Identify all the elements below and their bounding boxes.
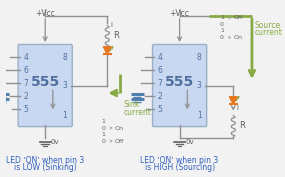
Text: is HIGH (Sourcing): is HIGH (Sourcing) [144, 163, 215, 172]
Text: +Vcc: +Vcc [35, 9, 55, 18]
FancyBboxPatch shape [18, 44, 72, 127]
Text: i: i [110, 22, 112, 28]
Text: 3: 3 [197, 81, 201, 90]
Text: On: On [115, 125, 124, 130]
Text: 1: 1 [220, 28, 224, 33]
Text: R: R [239, 121, 245, 130]
Text: is LOW (Sinking): is LOW (Sinking) [14, 163, 77, 172]
Polygon shape [229, 97, 237, 104]
Text: 8: 8 [62, 53, 67, 62]
Text: LED ʼONʼ when pin 3: LED ʼONʼ when pin 3 [141, 156, 219, 165]
Text: 1: 1 [197, 111, 201, 120]
Text: 5: 5 [23, 105, 28, 114]
Text: 2: 2 [158, 92, 162, 101]
Text: On: On [233, 35, 242, 40]
Text: Source: Source [255, 21, 281, 30]
Text: 6: 6 [23, 66, 28, 75]
Text: 0v: 0v [185, 139, 194, 145]
Text: 5: 5 [158, 105, 162, 114]
FancyBboxPatch shape [152, 44, 207, 127]
Text: 0: 0 [101, 139, 105, 144]
Text: LED ʼONʼ when pin 3: LED ʼONʼ when pin 3 [6, 156, 84, 165]
Text: 0: 0 [220, 22, 224, 27]
Text: 1: 1 [220, 15, 224, 20]
Text: 7: 7 [158, 79, 162, 88]
Text: 555: 555 [30, 75, 60, 89]
Text: 1: 1 [101, 119, 105, 124]
Text: 0v: 0v [51, 139, 59, 145]
Text: 555: 555 [165, 75, 194, 89]
Text: 8: 8 [197, 53, 201, 62]
Text: 0: 0 [101, 125, 105, 130]
Text: 7: 7 [23, 79, 28, 88]
Text: Sink: Sink [123, 101, 139, 109]
Text: current: current [255, 28, 283, 37]
Text: 0: 0 [220, 35, 224, 40]
Text: 4: 4 [158, 53, 162, 62]
Text: 1: 1 [101, 132, 105, 137]
Text: 1: 1 [62, 111, 67, 120]
Text: i: i [236, 105, 238, 111]
Text: 6: 6 [158, 66, 162, 75]
Text: 3: 3 [62, 81, 67, 90]
Text: R: R [113, 31, 119, 40]
Polygon shape [103, 47, 111, 54]
Text: current: current [123, 108, 151, 117]
Text: Off: Off [115, 139, 124, 144]
Text: 2: 2 [23, 92, 28, 101]
Text: Off: Off [233, 15, 243, 20]
Text: +Vcc: +Vcc [170, 9, 190, 18]
Text: 4: 4 [23, 53, 28, 62]
